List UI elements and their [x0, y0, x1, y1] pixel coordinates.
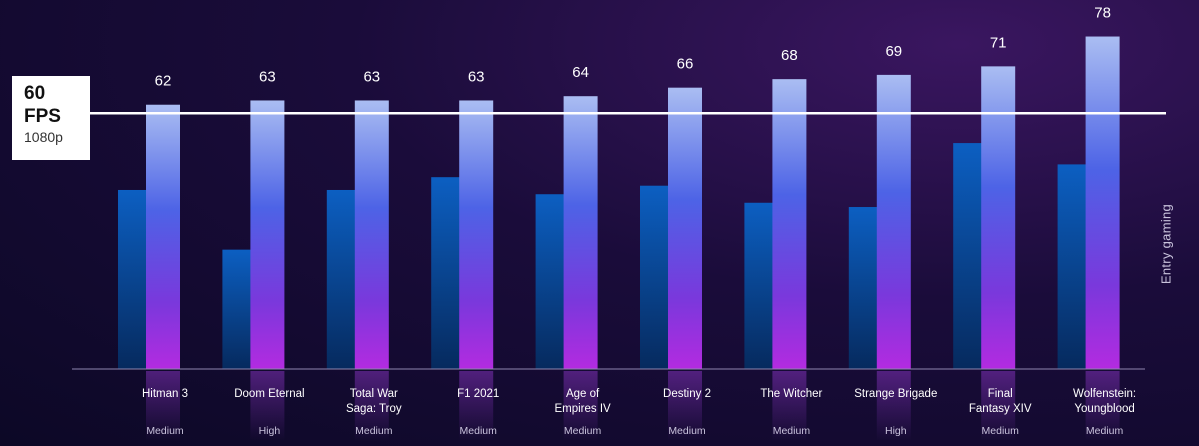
data-label: 71 [990, 34, 1007, 51]
bar-reflection [876, 371, 911, 441]
setting-label: Medium [460, 425, 498, 437]
primary-bar [876, 74, 911, 369]
x-tick-label: Empires IV [554, 403, 611, 415]
settings-labels: Medium High Medium Medium Medium Medium Medium… [146, 425, 1123, 437]
x-tick-label: Total War [350, 388, 398, 400]
data-label: 63 [363, 68, 380, 85]
comparison-bar [326, 189, 358, 369]
x-tick-label: Youngblood [1074, 403, 1134, 415]
x-tick-label: Fantasy XIV [969, 403, 1032, 415]
x-tick-label: Age of [566, 388, 600, 400]
bar-reflection [563, 371, 598, 441]
setting-label: Medium [1086, 425, 1124, 437]
data-label: 68 [781, 47, 798, 64]
fps-value: 60 [24, 83, 46, 104]
bar-reflection [1085, 371, 1120, 441]
fps-resolution: 1080p [24, 129, 63, 145]
primary-bar [250, 100, 285, 370]
setting-label: Medium [564, 425, 602, 437]
primary-bar [1085, 36, 1120, 370]
x-tick-label: Hitman 3 [142, 388, 188, 400]
data-label: 66 [677, 56, 694, 73]
setting-label: Medium [668, 425, 706, 437]
bar-reflection [146, 371, 180, 441]
setting-label: Medium [355, 425, 393, 437]
x-tick-label: Destiny 2 [663, 388, 711, 400]
segment-label: Entry gaming [1158, 203, 1174, 285]
primary-bar [563, 96, 598, 369]
primary-bar [668, 87, 702, 370]
primary-bars [146, 36, 1120, 370]
data-labels: 62 63 63 63 64 66 68 69 71 78 [155, 5, 1111, 90]
comparison-bar [640, 185, 671, 369]
comparison-bar [431, 177, 463, 369]
setting-label: High [259, 425, 281, 437]
fps-unit: FPS [24, 106, 61, 127]
x-tick-label: Strange Brigade [854, 388, 937, 400]
setting-label: Medium [982, 425, 1020, 437]
comparison-bar [953, 143, 985, 369]
setting-label: Medium [146, 425, 184, 437]
comparison-bar [848, 207, 880, 369]
data-label: 63 [259, 68, 276, 85]
x-tick-label: The Witcher [760, 388, 822, 400]
comparison-bar [744, 202, 776, 369]
data-label: 78 [1094, 5, 1111, 22]
data-label: 62 [155, 73, 172, 90]
bar-reflection [250, 371, 285, 441]
data-label: 64 [572, 64, 589, 81]
comparison-bar [222, 249, 254, 369]
primary-bar [981, 66, 1016, 370]
bar-reflection [459, 371, 494, 441]
bar-reflection [981, 371, 1016, 441]
bar-reflections [146, 371, 1120, 441]
comparison-bar [118, 189, 149, 369]
comparison-bar [535, 194, 567, 369]
primary-bar [459, 100, 494, 370]
comparison-bars [118, 143, 1089, 369]
comparison-bar [1057, 164, 1089, 369]
bar-reflection [668, 371, 702, 441]
x-tick-label: Final [988, 388, 1013, 400]
primary-bar [354, 100, 389, 370]
x-tick-label: Wolfenstein: [1073, 388, 1136, 400]
bar-reflection [354, 371, 389, 441]
x-tick-labels: Hitman 3 Doom Eternal Total War Saga: Troy F… [142, 388, 1136, 415]
primary-bar [772, 79, 807, 370]
x-tick-label: Doom Eternal [234, 388, 304, 400]
data-label: 69 [885, 43, 902, 60]
x-tick-label: F1 2021 [457, 388, 499, 400]
setting-label: High [885, 425, 907, 437]
x-tick-label: Saga: Troy [346, 403, 402, 415]
setting-label: Medium [773, 425, 811, 437]
data-label: 63 [468, 68, 485, 85]
primary-bar [146, 104, 180, 369]
fps-reference-label: 60 FPS 1080p [12, 76, 90, 160]
bar-reflection [772, 371, 807, 441]
